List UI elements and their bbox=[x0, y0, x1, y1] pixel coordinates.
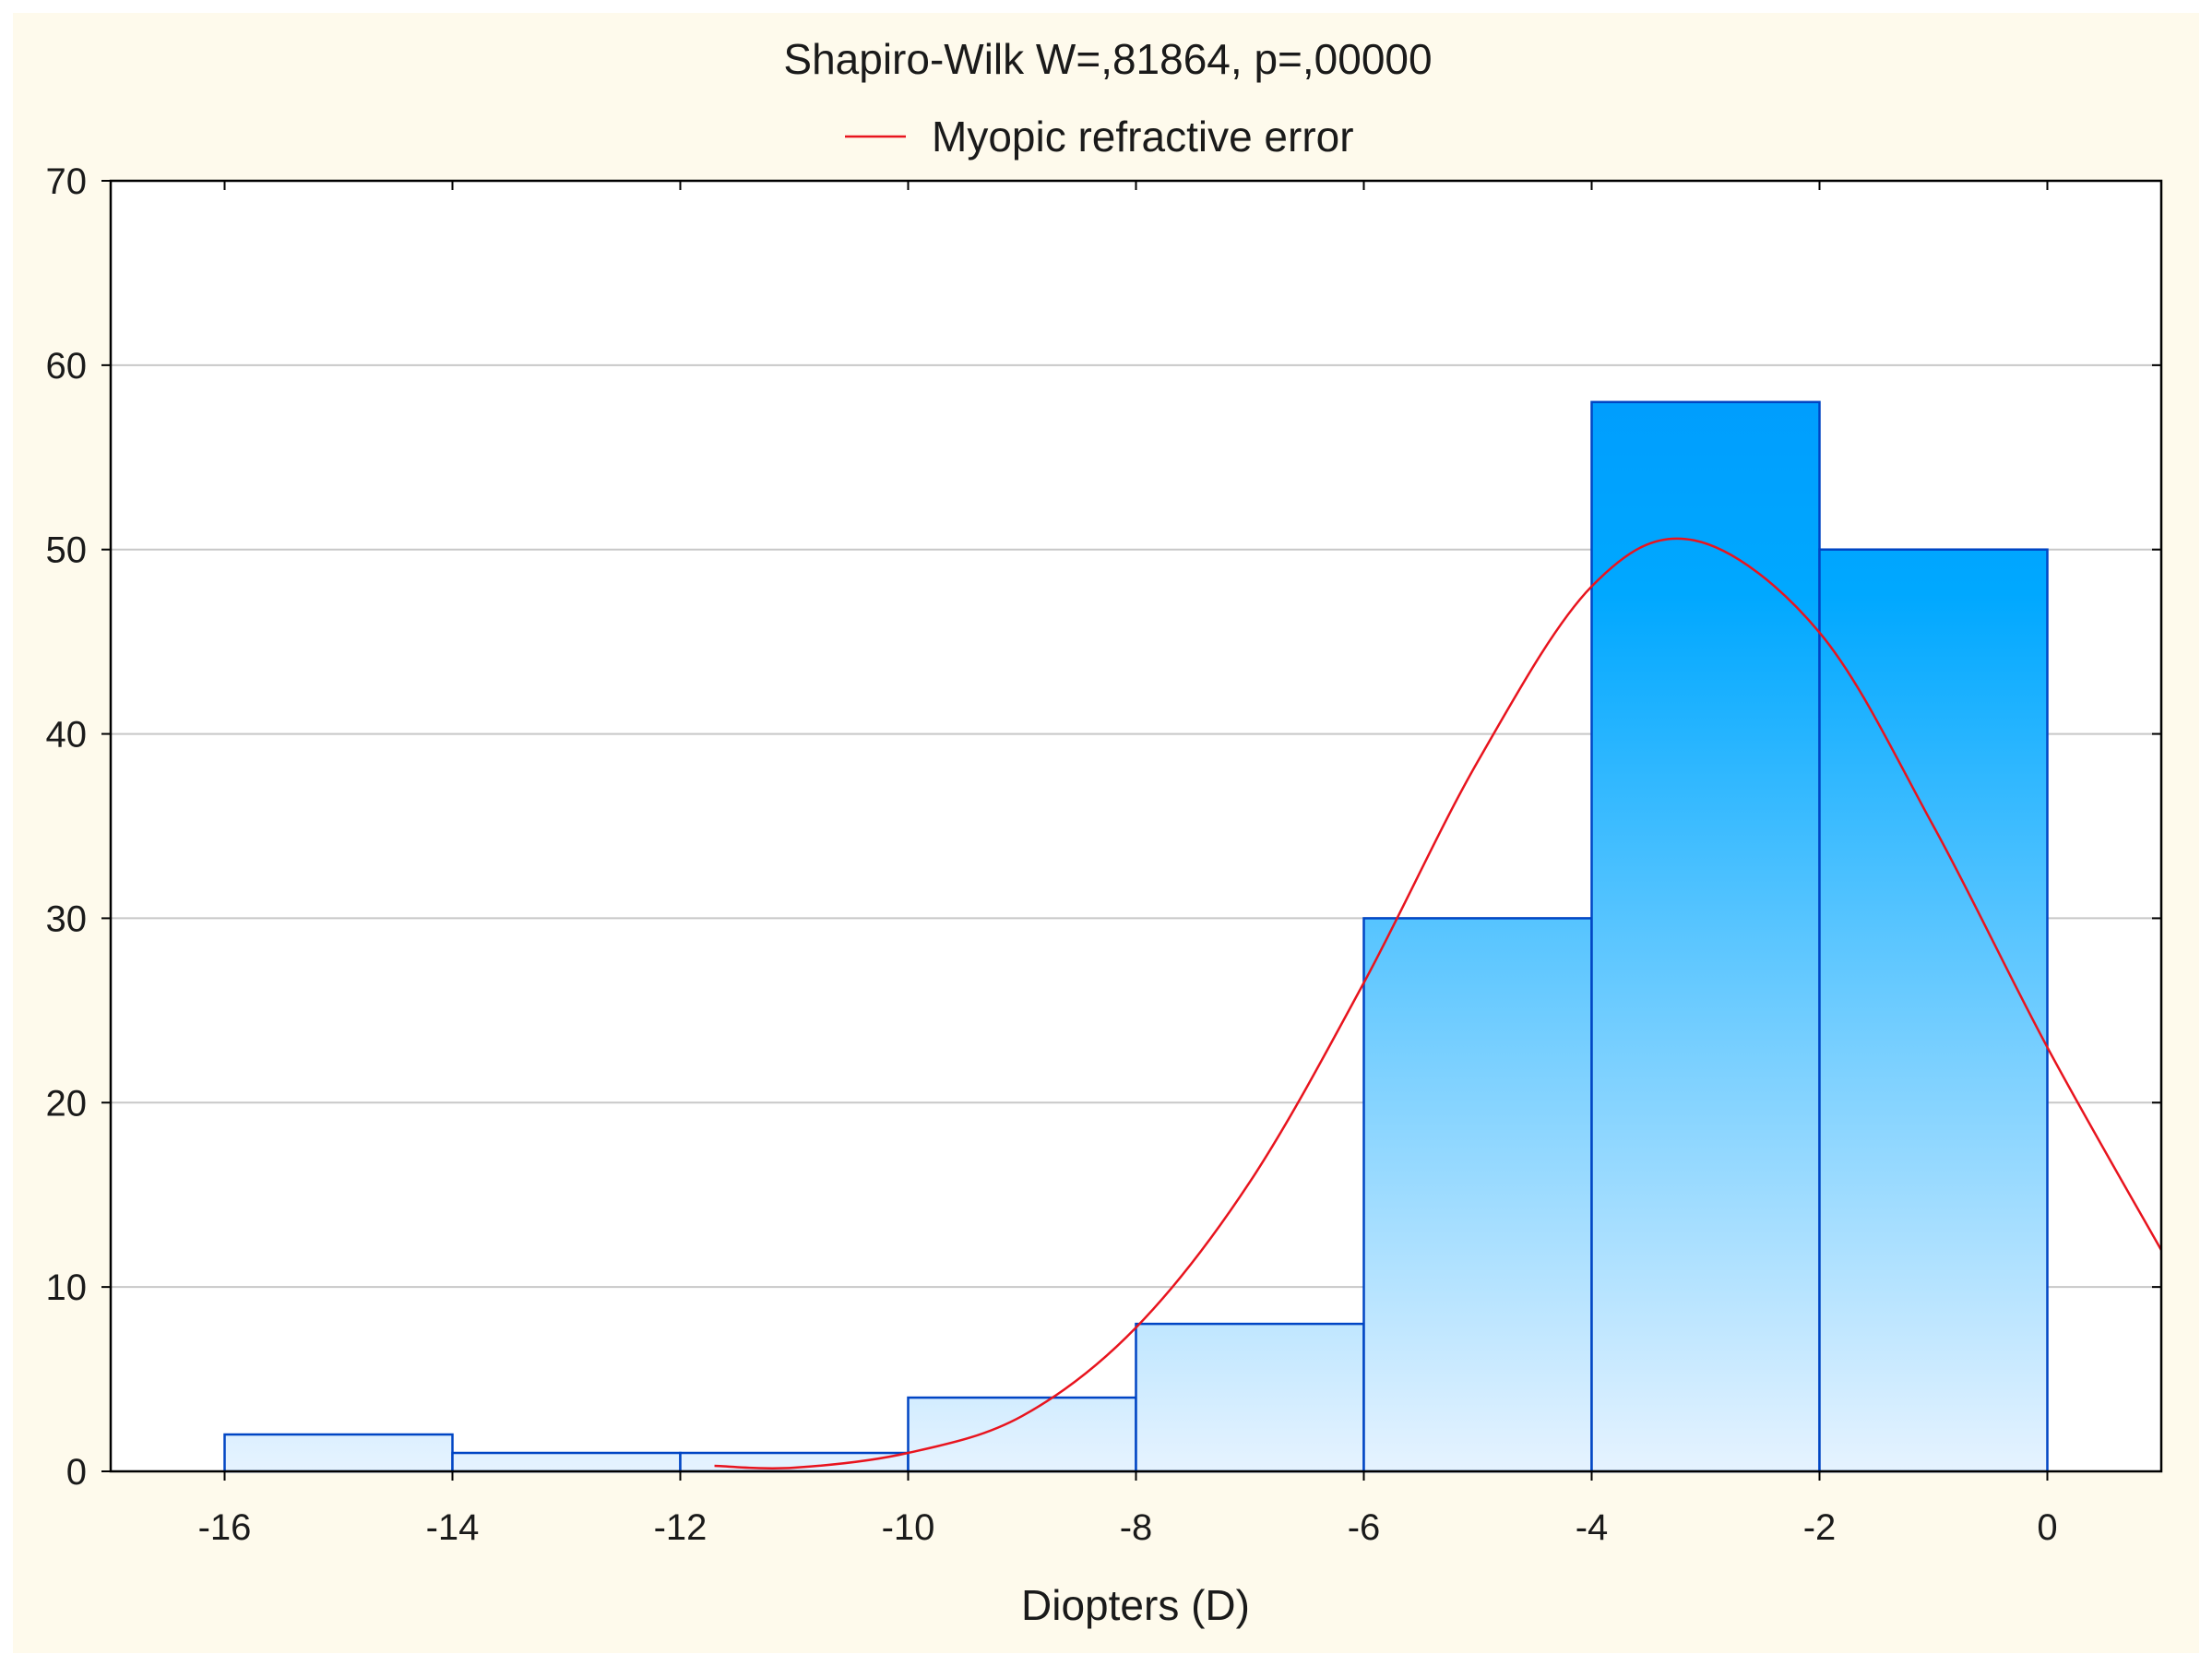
x-tick-label: -14 bbox=[426, 1507, 480, 1548]
fitted-curve-layer bbox=[714, 537, 2163, 1470]
legend-label: Myopic refractive error bbox=[932, 113, 1354, 161]
histogram-bar bbox=[1362, 917, 1593, 1473]
x-tick-label: -16 bbox=[198, 1507, 252, 1548]
y-tick-labels: 0 10 20 30 40 50 60 70 bbox=[46, 161, 88, 1493]
x-axis-title: Diopters (D) bbox=[1021, 1581, 1250, 1629]
x-tick-label: -12 bbox=[654, 1507, 708, 1548]
x-tick-label: -4 bbox=[1576, 1507, 1609, 1548]
y-tick-label: 60 bbox=[46, 346, 88, 387]
y-tick-label: 40 bbox=[46, 715, 88, 756]
histogram-bar bbox=[1818, 548, 2049, 1473]
x-tick-label: -8 bbox=[1120, 1507, 1153, 1548]
y-tick-label: 50 bbox=[46, 530, 88, 571]
x-tick-label: 0 bbox=[2037, 1507, 2057, 1548]
y-tick-label: 20 bbox=[46, 1083, 88, 1124]
chart-title: Shapiro-Wilk W=,81864, p=,00000 bbox=[783, 35, 1432, 83]
histogram-bar bbox=[223, 1433, 454, 1473]
x-tick-label: -6 bbox=[1348, 1507, 1381, 1548]
histogram-chart: Shapiro-Wilk W=,81864, p=,00000 Myopic r… bbox=[46, 35, 2163, 1629]
x-tick-label: -10 bbox=[882, 1507, 935, 1548]
histogram-bar bbox=[451, 1451, 682, 1473]
y-tick-label: 30 bbox=[46, 898, 88, 939]
fitted-curve-myopic-refractive-error bbox=[714, 537, 2163, 1470]
axis-ticks bbox=[101, 180, 2161, 1481]
histogram-bars bbox=[223, 400, 2049, 1473]
y-tick-label: 70 bbox=[46, 161, 88, 202]
x-tick-label: -2 bbox=[1803, 1507, 1837, 1548]
histogram-bar bbox=[1590, 400, 1821, 1473]
histogram-bar bbox=[907, 1396, 1137, 1473]
legend: Myopic refractive error bbox=[845, 113, 1354, 161]
histogram-bar bbox=[1135, 1322, 1365, 1473]
y-tick-label: 0 bbox=[66, 1452, 87, 1493]
y-tick-label: 10 bbox=[46, 1267, 88, 1308]
chart-frame: Shapiro-Wilk W=,81864, p=,00000 Myopic r… bbox=[13, 13, 2199, 1653]
x-tick-labels: -16 -14 -12 -10 -8 -6 -4 -2 0 bbox=[198, 1507, 2058, 1548]
